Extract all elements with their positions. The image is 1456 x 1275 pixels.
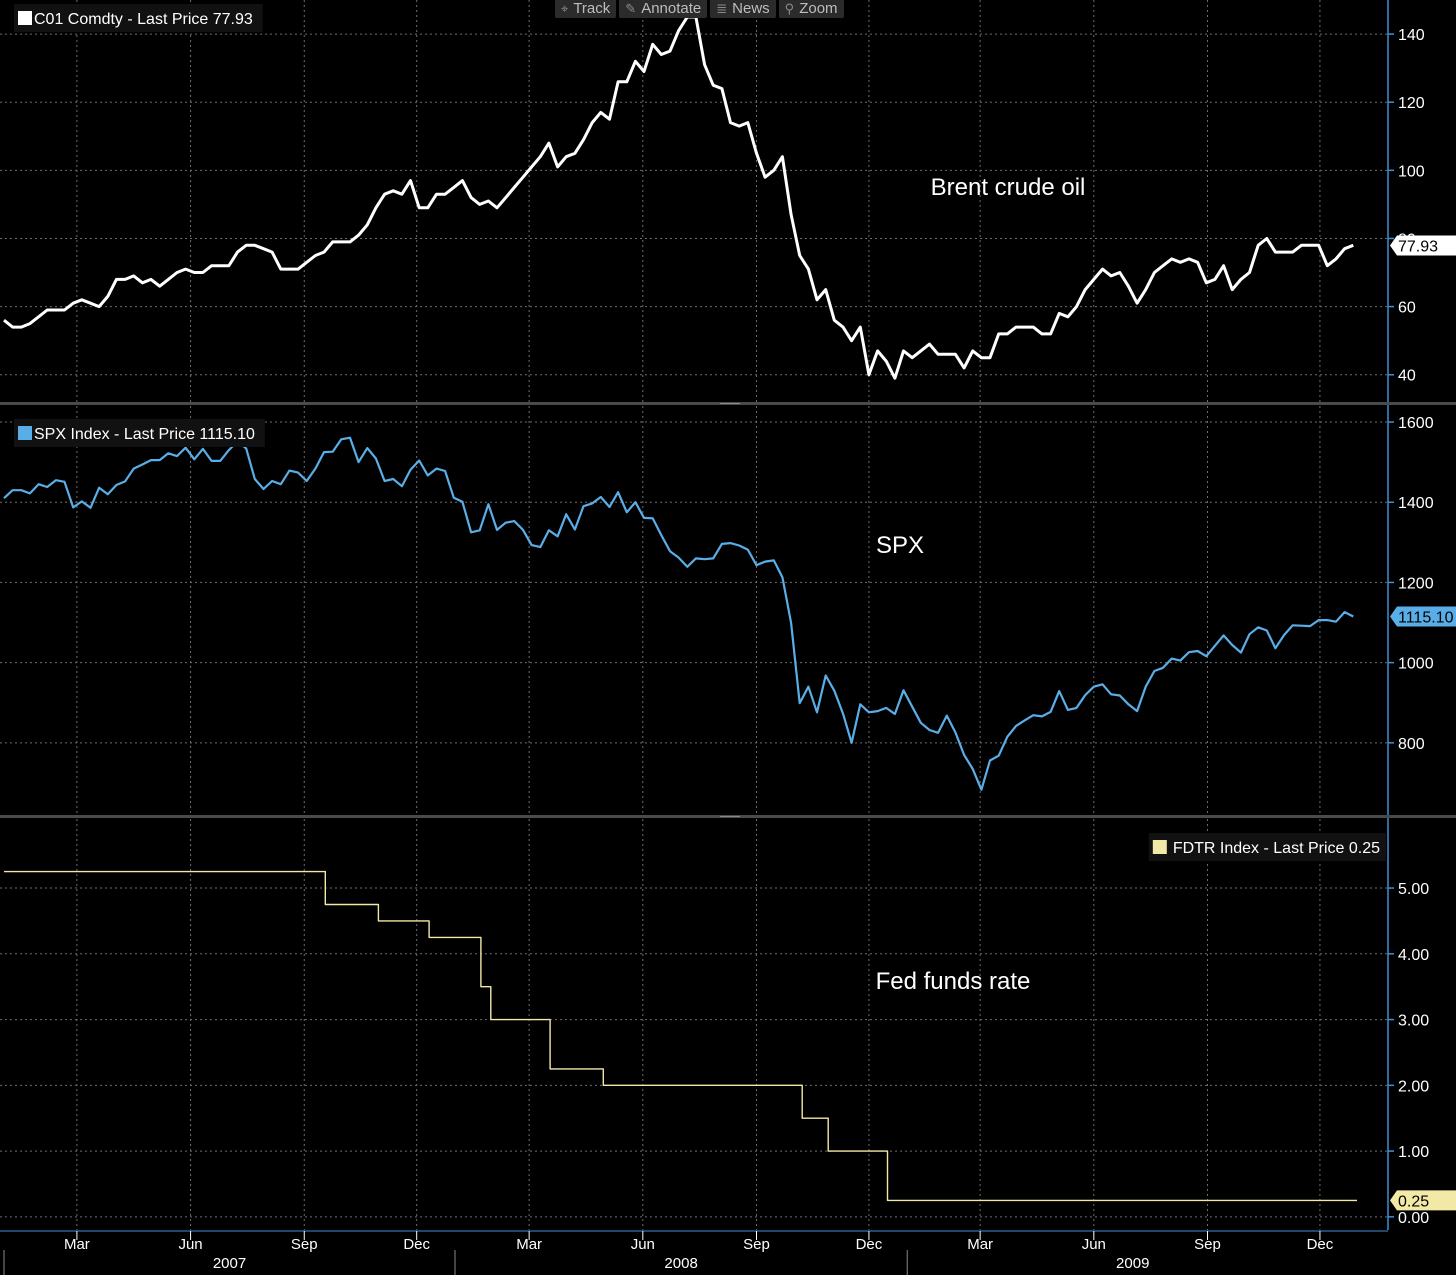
xtick-label: Jun	[1082, 1236, 1106, 1253]
magnifier-icon: ⚲	[784, 1, 795, 16]
spx-legend-label: SPX Index - Last Price 1115.10	[34, 426, 255, 443]
chart-toolbar: ⌖ Track ✎ Annotate ≣ News ⚲ Zoom	[555, 0, 844, 18]
year-label: 2008	[664, 1255, 697, 1272]
xtick-label: Sep	[291, 1236, 318, 1253]
brent-series-line[interactable]	[3, 15, 1354, 380]
brent-ytick-label: 60	[1398, 300, 1416, 317]
crosshair-icon: ⌖	[561, 1, 569, 16]
fdtr-legend-box	[1148, 833, 1386, 861]
year-label: 2009	[1116, 1255, 1149, 1272]
spx-series-line[interactable]	[3, 436, 1354, 791]
xtick-label: Dec	[403, 1236, 430, 1253]
fdtr-ytick-label: 4.00	[1398, 947, 1429, 964]
spx-ytick-label: 1200	[1398, 575, 1434, 592]
spx-ytick-label: 1400	[1398, 495, 1434, 512]
xtick-label: Jun	[178, 1236, 202, 1253]
fdtr-annotation: Fed funds rate	[876, 968, 1031, 995]
spx-ytick-label: 800	[1398, 736, 1425, 753]
spx-last-value-tag	[1390, 606, 1456, 627]
brent-legend-swatch	[18, 11, 32, 25]
brent-ytick-label: 40	[1398, 368, 1416, 385]
spx-last-value-label: 1115.10	[1398, 609, 1454, 626]
spx-annotation: SPX	[876, 532, 924, 559]
fdtr-legend-swatch	[1152, 840, 1167, 854]
fdtr-ytick-label: 3.00	[1398, 1013, 1429, 1030]
fdtr-ytick-label: 0.00	[1398, 1210, 1429, 1227]
brent-legend-box	[14, 4, 263, 32]
fdtr-last-value-tag	[1390, 1190, 1456, 1211]
spx-ytick-label: 1600	[1398, 415, 1434, 432]
xtick-label: Mar	[516, 1236, 542, 1253]
track-button[interactable]: ⌖ Track	[555, 0, 617, 18]
brent-last-value-label: 77.93	[1398, 239, 1438, 256]
fdtr-legend-label: FDTR Index - Last Price 0.25	[1173, 840, 1380, 857]
xtick-label: Dec	[856, 1236, 883, 1253]
brent-legend-label: C01 Comdty - Last Price 77.93	[34, 11, 253, 28]
fdtr-ytick-label: 1.00	[1398, 1144, 1429, 1161]
spx-legend-box	[14, 419, 265, 447]
xtick-label: Dec	[1307, 1236, 1334, 1253]
xtick-label: Sep	[1194, 1236, 1221, 1253]
brent-annotation: Brent crude oil	[931, 174, 1086, 201]
pencil-icon: ✎	[625, 1, 637, 16]
xtick-label: Sep	[743, 1236, 770, 1253]
news-button[interactable]: ≣ News	[710, 0, 776, 18]
fdtr-ytick-label: 2.00	[1398, 1078, 1429, 1095]
xtick-label: Mar	[967, 1236, 993, 1253]
zoom-button[interactable]: ⚲ Zoom	[778, 0, 844, 18]
xtick-label: Jun	[631, 1236, 655, 1253]
year-label: 2007	[213, 1255, 246, 1272]
fdtr-series-line[interactable]	[4, 870, 1357, 1202]
brent-ytick-label: 100	[1398, 163, 1425, 180]
spx-legend-swatch	[18, 426, 32, 440]
track-label: Track	[573, 0, 611, 17]
brent-ytick-label: 140	[1398, 27, 1425, 44]
fdtr-last-value-label: 0.25	[1398, 1193, 1429, 1210]
annotate-label: Annotate	[641, 0, 702, 17]
news-label: News	[732, 0, 770, 17]
brent-ytick-label: 120	[1398, 95, 1425, 112]
brent-last-value-tag	[1390, 235, 1456, 256]
news-icon: ≣	[716, 1, 728, 16]
zoom-label: Zoom	[799, 0, 838, 17]
annotate-button[interactable]: ✎ Annotate	[619, 0, 708, 18]
spx-ytick-label: 1000	[1398, 656, 1434, 673]
fdtr-ytick-label: 5.00	[1398, 881, 1429, 898]
xtick-label: Mar	[64, 1236, 90, 1253]
